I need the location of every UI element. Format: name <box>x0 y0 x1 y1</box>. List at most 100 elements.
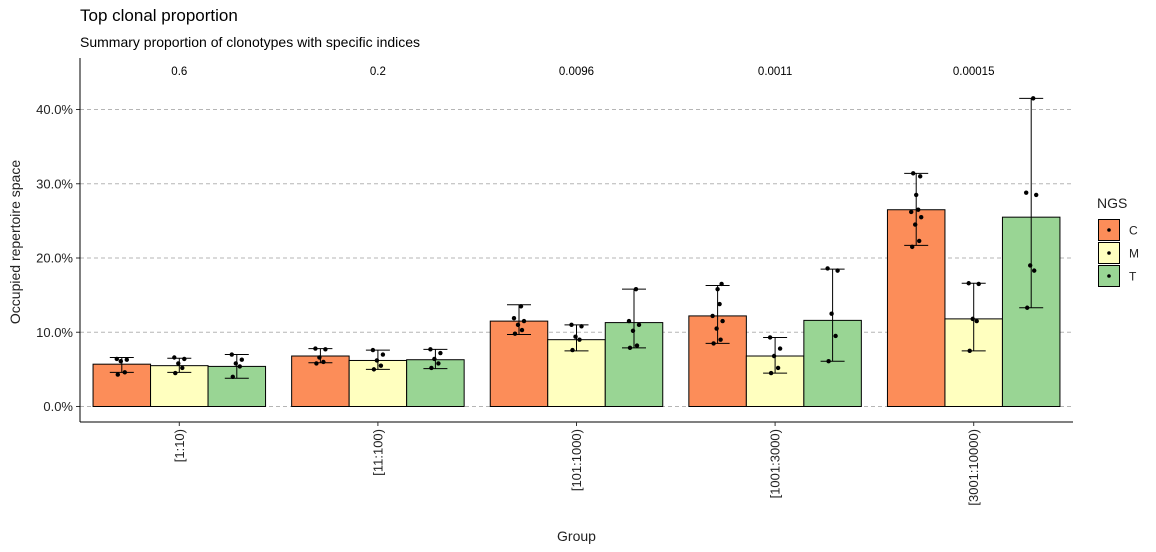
data-point <box>521 318 527 324</box>
data-point <box>826 359 831 364</box>
p-value-label: 0.6 <box>171 66 187 78</box>
data-point <box>229 352 234 357</box>
data-point <box>917 238 922 244</box>
data-point <box>711 341 716 346</box>
data-point <box>974 318 979 324</box>
data-point <box>323 347 328 352</box>
data-point <box>626 318 632 324</box>
data-point <box>176 361 181 366</box>
data-point <box>1031 96 1036 101</box>
data-point <box>636 322 642 328</box>
p-value-label: 0.2 <box>370 66 386 78</box>
data-point <box>909 209 914 215</box>
legend-label: C <box>1129 224 1138 238</box>
data-point <box>511 315 517 321</box>
data-point <box>825 266 830 271</box>
x-tick-label: [1:10) <box>172 429 187 462</box>
p-value-label: 0.00015 <box>953 66 995 78</box>
data-point <box>370 347 376 353</box>
data-point <box>172 355 177 360</box>
data-point <box>970 316 975 322</box>
data-point <box>180 365 185 371</box>
chart-title: Top clonal proportion <box>80 6 238 25</box>
legend-point <box>1107 228 1111 232</box>
data-point <box>182 356 187 362</box>
data-point <box>515 322 521 328</box>
legend-point <box>1107 274 1111 278</box>
data-point <box>579 324 584 329</box>
data-point <box>124 357 129 362</box>
data-point <box>118 359 124 364</box>
data-point <box>569 322 574 328</box>
legend-label: T <box>1129 270 1137 284</box>
data-point <box>512 331 518 336</box>
legend-label: M <box>1129 247 1139 261</box>
data-point <box>428 347 433 352</box>
data-point <box>429 365 434 371</box>
data-point <box>436 361 441 366</box>
data-point <box>1028 263 1033 268</box>
data-point <box>321 359 326 365</box>
data-point <box>1025 305 1030 310</box>
data-point <box>913 222 918 227</box>
y-tick-label: 10.0% <box>36 325 73 340</box>
data-point <box>438 350 443 356</box>
data-point <box>720 318 725 324</box>
data-point <box>775 365 781 371</box>
data-point <box>380 352 386 357</box>
y-tick-label: 0.0% <box>43 399 73 414</box>
data-point <box>767 335 773 340</box>
data-point <box>378 363 384 368</box>
legend-point <box>1107 251 1111 255</box>
x-tick-label: [3001:10000) <box>966 429 981 506</box>
data-point <box>114 356 120 362</box>
data-point <box>122 370 128 375</box>
y-tick-label: 30.0% <box>36 176 73 191</box>
data-point <box>317 355 322 360</box>
x-axis-title: Group <box>557 528 596 544</box>
data-point <box>715 286 720 292</box>
data-point <box>911 171 916 176</box>
data-point <box>976 281 981 287</box>
p-value-label: 0.0096 <box>559 66 594 78</box>
data-point <box>314 361 319 366</box>
bar <box>291 355 350 408</box>
data-points <box>114 96 1039 379</box>
data-point <box>910 244 915 250</box>
data-point <box>777 346 783 351</box>
error-bars <box>109 97 1044 379</box>
x-tick-label: [11:100) <box>370 429 385 476</box>
data-point <box>233 361 238 366</box>
data-point <box>634 343 640 348</box>
data-point <box>573 334 578 339</box>
data-point <box>577 337 582 342</box>
data-point <box>967 348 972 354</box>
data-point <box>627 345 633 351</box>
data-point <box>914 192 919 198</box>
axes <box>76 58 1073 426</box>
data-point <box>833 333 838 339</box>
data-point <box>374 358 380 363</box>
data-point <box>432 356 437 362</box>
data-point <box>633 286 639 292</box>
labels: 0.0% 10.0% 20.0% 30.0% 40.0% 0.6 [1:10) 0.2 [11:… <box>7 66 994 544</box>
data-point <box>630 328 636 333</box>
data-point <box>719 281 724 287</box>
data-point <box>519 327 525 333</box>
data-point <box>916 207 921 212</box>
y-tick-label: 40.0% <box>36 102 73 117</box>
x-tick-label: [1001:3000) <box>768 429 783 498</box>
data-point <box>717 301 722 307</box>
data-point <box>835 268 840 273</box>
data-point <box>718 337 723 342</box>
data-point <box>714 326 719 331</box>
data-point <box>919 214 924 220</box>
data-point <box>966 281 971 286</box>
y-axis-title: Occupied repertoire space <box>7 160 23 324</box>
data-point <box>313 346 318 351</box>
data-point <box>918 174 923 179</box>
p-value-label: 0.0011 <box>758 66 792 78</box>
data-point <box>173 370 178 376</box>
data-point <box>237 364 242 369</box>
